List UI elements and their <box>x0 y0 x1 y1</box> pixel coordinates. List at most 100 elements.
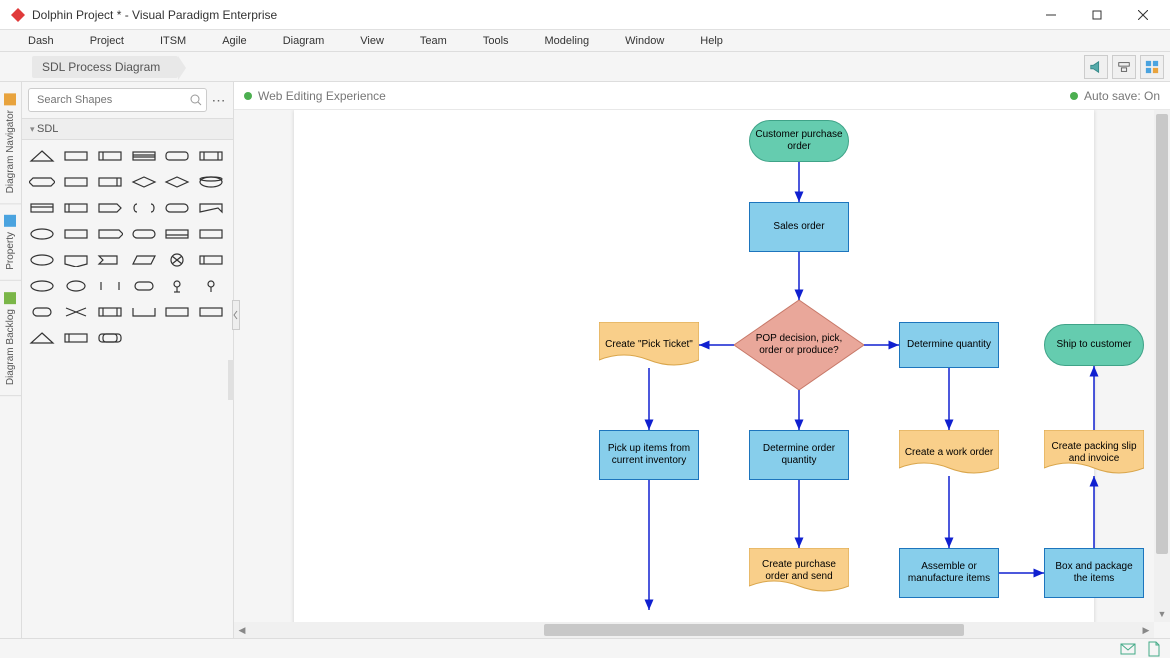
flowchart-node[interactable]: Create packing slip and invoice <box>1044 430 1144 476</box>
minimize-button[interactable] <box>1028 0 1074 30</box>
shape-stencil[interactable] <box>28 226 56 242</box>
flowchart-node[interactable]: Create "Pick Ticket" <box>599 322 699 368</box>
canvas-body[interactable]: Customer purchase order Sales order POP de… <box>234 110 1170 638</box>
shape-stencil[interactable] <box>62 174 90 190</box>
search-shapes-box <box>28 88 207 112</box>
menu-agile[interactable]: Agile <box>204 32 264 50</box>
shape-stencil[interactable] <box>197 200 225 216</box>
node-label: Customer purchase order <box>754 129 844 153</box>
shape-stencil[interactable] <box>28 174 56 190</box>
shape-stencil[interactable] <box>96 330 124 346</box>
format-painter-icon[interactable] <box>1112 55 1136 79</box>
shape-stencil[interactable] <box>130 226 158 242</box>
scroll-left-icon[interactable]: ◀ <box>234 622 250 638</box>
search-input[interactable] <box>28 88 207 112</box>
maximize-button[interactable] <box>1074 0 1120 30</box>
shape-stencil[interactable] <box>130 304 158 320</box>
scroll-right-icon[interactable]: ▶ <box>1138 622 1154 638</box>
vtab-property[interactable]: Property <box>0 204 21 281</box>
scroll-down-icon[interactable]: ▼ <box>1154 606 1170 622</box>
flowchart-node[interactable]: Pick up items from current inventory <box>599 430 699 480</box>
status-dot-icon <box>244 92 252 100</box>
shape-stencil[interactable] <box>130 148 158 164</box>
flowchart-node[interactable]: Ship to customer <box>1044 324 1144 366</box>
menu-diagram[interactable]: Diagram <box>265 32 343 50</box>
shape-stencil[interactable] <box>62 226 90 242</box>
shape-stencil[interactable] <box>62 304 90 320</box>
announcement-icon[interactable] <box>1084 55 1108 79</box>
more-icon[interactable]: ⋯ <box>211 92 227 109</box>
shape-stencil[interactable] <box>130 174 158 190</box>
vtab-diagram-backlog[interactable]: Diagram Backlog <box>0 281 21 396</box>
flowchart-node[interactable]: Box and package the items <box>1044 548 1144 598</box>
horizontal-scrollbar[interactable]: ◀ ▶ <box>234 622 1154 638</box>
menu-help[interactable]: Help <box>682 32 741 50</box>
shape-stencil[interactable] <box>96 252 124 268</box>
shape-stencil[interactable] <box>197 304 225 320</box>
menu-modeling[interactable]: Modeling <box>527 32 608 50</box>
shape-stencil[interactable] <box>163 252 191 268</box>
panel-collapse-handle[interactable] <box>232 300 240 330</box>
shape-stencil[interactable] <box>163 226 191 242</box>
shape-stencil[interactable] <box>28 200 56 216</box>
shape-category-header[interactable]: SDL <box>22 118 233 140</box>
shape-stencil[interactable] <box>62 278 90 294</box>
mail-icon[interactable] <box>1120 641 1136 657</box>
breadcrumb[interactable]: SDL Process Diagram <box>32 56 178 78</box>
shape-stencil[interactable] <box>96 226 124 242</box>
shape-stencil[interactable] <box>197 252 225 268</box>
shape-stencil[interactable] <box>28 330 56 346</box>
shape-stencil[interactable] <box>62 148 90 164</box>
menu-team[interactable]: Team <box>402 32 465 50</box>
shape-stencil[interactable] <box>62 330 90 346</box>
menu-itsm[interactable]: ITSM <box>142 32 204 50</box>
shape-stencil[interactable] <box>163 278 191 294</box>
scrollbar-thumb[interactable] <box>1156 114 1168 554</box>
menu-dash[interactable]: Dash <box>10 32 72 50</box>
shape-stencil[interactable] <box>197 174 225 190</box>
canvas-area: Web Editing Experience Auto save: On Cus… <box>234 82 1170 638</box>
shape-stencil[interactable] <box>28 304 56 320</box>
shape-stencil[interactable] <box>130 252 158 268</box>
menu-view[interactable]: View <box>342 32 402 50</box>
shape-stencil[interactable] <box>96 174 124 190</box>
flowchart-node[interactable]: Assemble or manufacture items <box>899 548 999 598</box>
search-icon[interactable] <box>190 93 202 111</box>
flowchart-node[interactable]: Determine order quantity <box>749 430 849 480</box>
shape-stencil[interactable] <box>28 148 56 164</box>
menubar: DashProjectITSMAgileDiagramViewTeamTools… <box>0 30 1170 52</box>
shape-stencil[interactable] <box>163 174 191 190</box>
flowchart-node[interactable]: Create purchase order and send <box>749 548 849 594</box>
flowchart-node[interactable]: Customer purchase order <box>749 120 849 162</box>
vtab-diagram-navigator[interactable]: Diagram Navigator <box>0 82 21 204</box>
shape-stencil[interactable] <box>163 304 191 320</box>
shape-stencil[interactable] <box>28 252 56 268</box>
shape-stencil[interactable] <box>197 226 225 242</box>
canvas-paper[interactable]: Customer purchase order Sales order POP de… <box>294 110 1094 638</box>
menu-project[interactable]: Project <box>72 32 142 50</box>
flowchart-node[interactable]: POP decision, pick, order or produce? <box>734 300 864 390</box>
shape-stencil[interactable] <box>28 278 56 294</box>
shape-stencil[interactable] <box>130 200 158 216</box>
shape-stencil[interactable] <box>96 148 124 164</box>
shape-stencil[interactable] <box>96 200 124 216</box>
scrollbar-thumb[interactable] <box>544 624 964 636</box>
shape-stencil[interactable] <box>96 278 124 294</box>
flowchart-node[interactable]: Create a work order <box>899 430 999 476</box>
shape-stencil[interactable] <box>163 148 191 164</box>
close-button[interactable] <box>1120 0 1166 30</box>
menu-tools[interactable]: Tools <box>465 32 527 50</box>
flowchart-node[interactable]: Determine quantity <box>899 322 999 368</box>
menu-window[interactable]: Window <box>607 32 682 50</box>
grid-view-icon[interactable] <box>1140 55 1164 79</box>
shape-stencil[interactable] <box>62 252 90 268</box>
shape-stencil[interactable] <box>96 304 124 320</box>
flowchart-node[interactable]: Sales order <box>749 202 849 252</box>
shape-stencil[interactable] <box>62 200 90 216</box>
document-icon[interactable] <box>1146 641 1162 657</box>
vertical-scrollbar[interactable]: ▲ ▼ <box>1154 110 1170 622</box>
shape-stencil[interactable] <box>197 278 225 294</box>
shape-stencil[interactable] <box>197 148 225 164</box>
shape-stencil[interactable] <box>163 200 191 216</box>
shape-stencil[interactable] <box>130 278 158 294</box>
